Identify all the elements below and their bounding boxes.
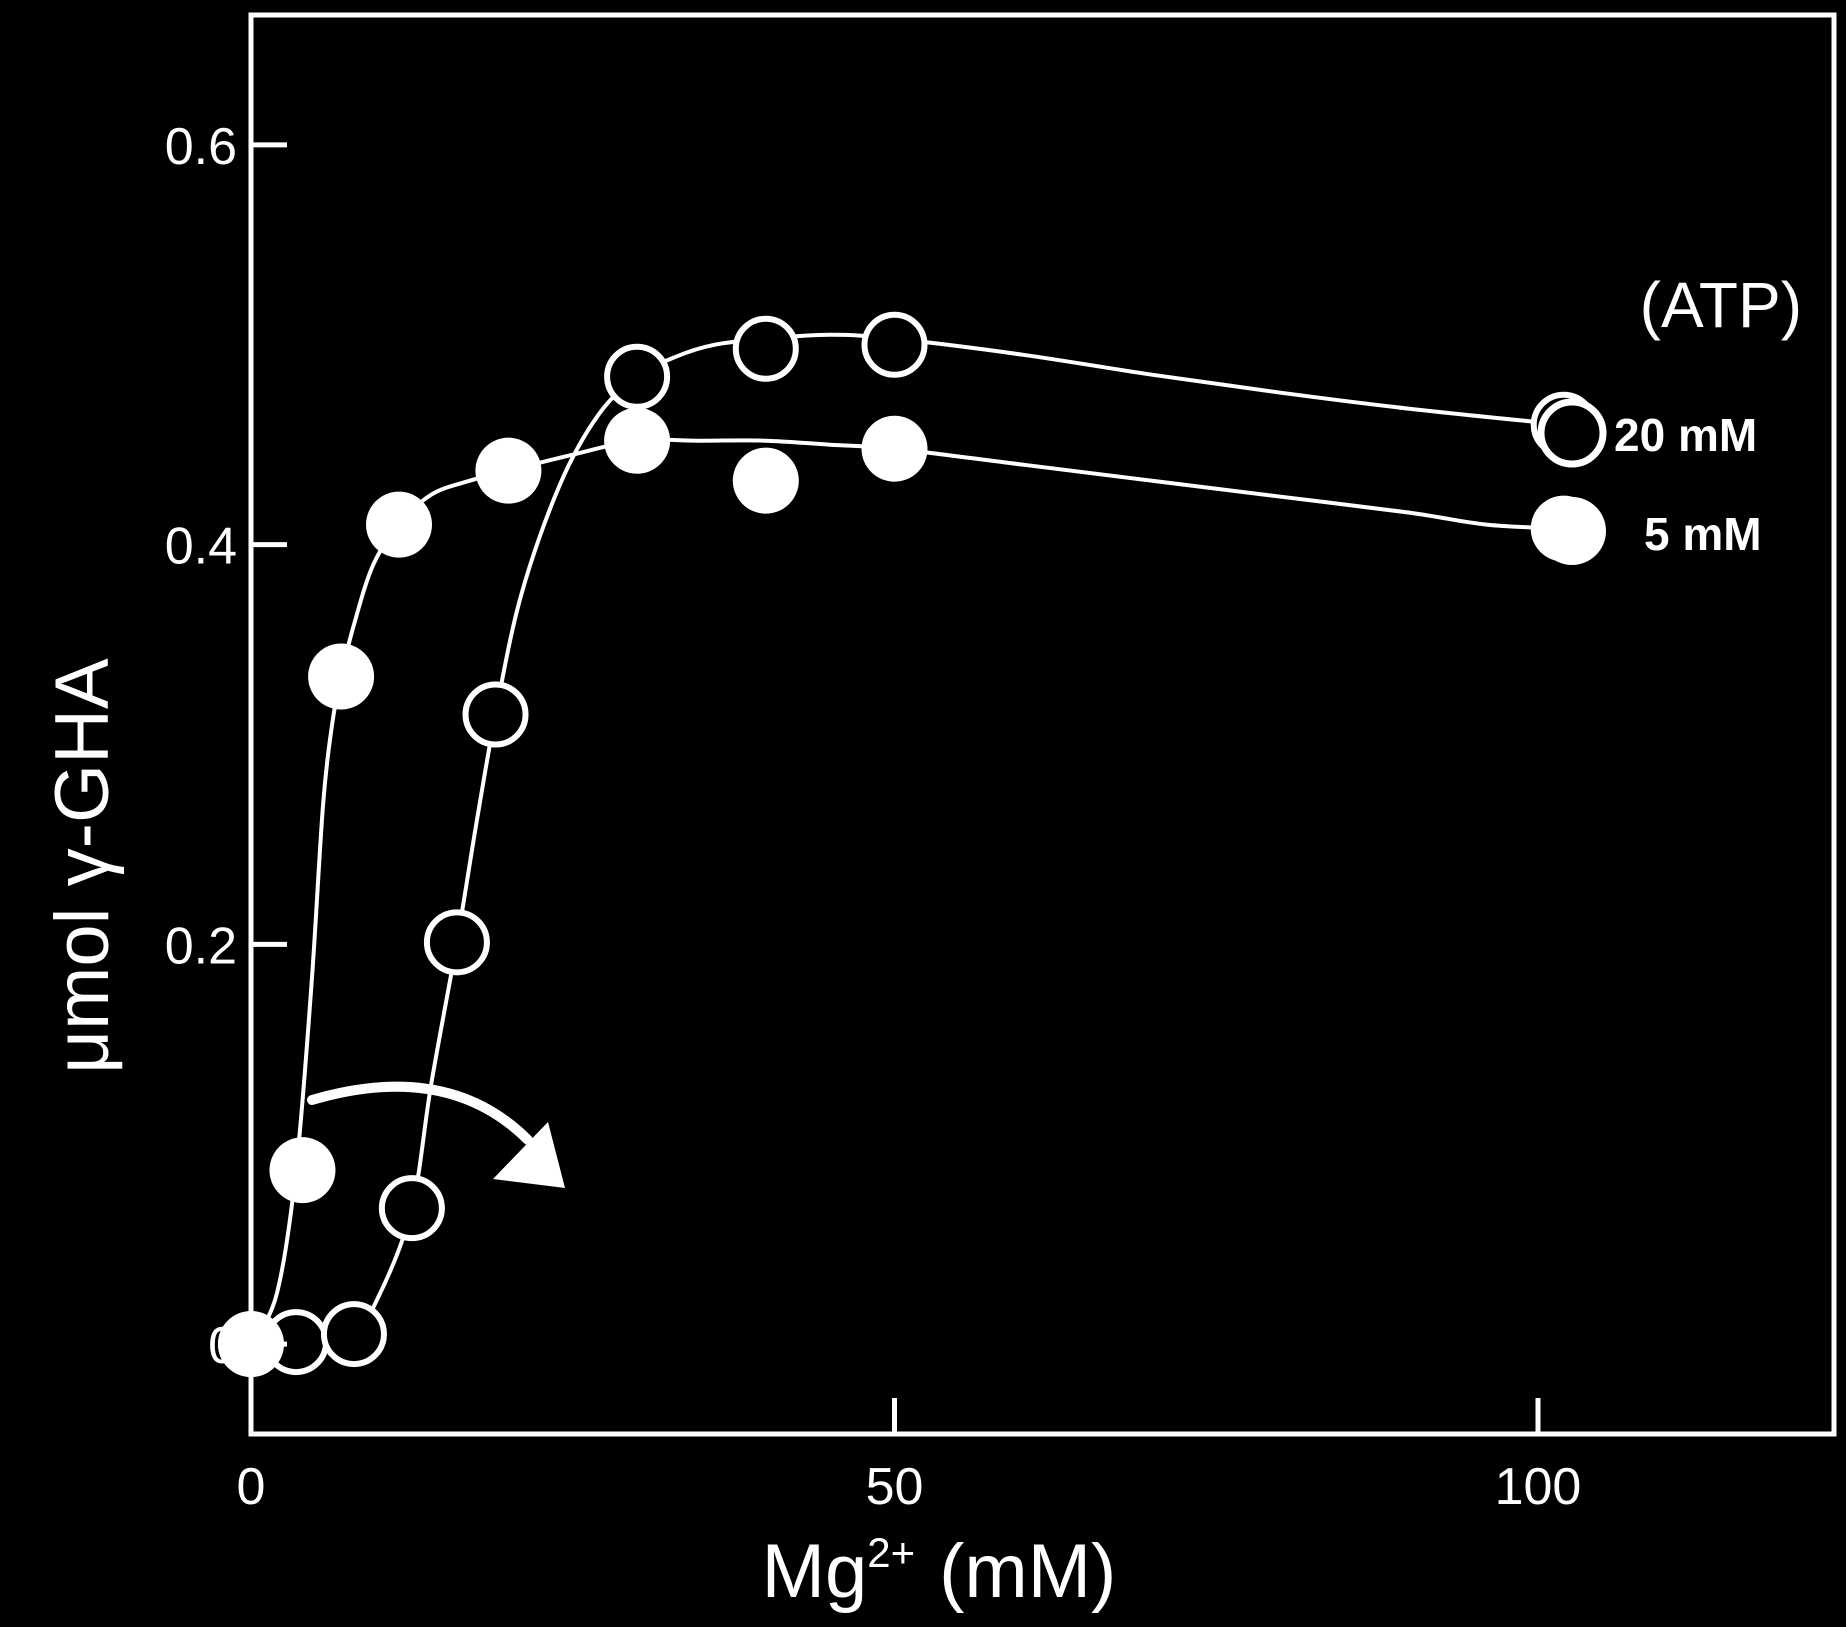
shift-arrow-head-icon — [493, 1122, 565, 1188]
x-axis-title-unit: (mM) — [939, 1529, 1116, 1614]
legend: (ATP) 20 mM 5 mM — [1537, 269, 1802, 565]
point-20mm — [423, 909, 490, 976]
axis-ticks: 0 0.2 0.4 0.6 0 50 100 — [165, 118, 1582, 1516]
point-5mm — [604, 407, 671, 474]
legend-title: (ATP) — [1640, 269, 1802, 341]
point-5mm — [861, 415, 928, 482]
y-tick-label: 0.4 — [165, 518, 237, 576]
legend-label-5mm: 5 mM — [1644, 508, 1762, 560]
plot-frame-layer — [248, 12, 1837, 1437]
x-axis-title-base: Mg — [762, 1529, 868, 1614]
point-20mm — [604, 343, 671, 410]
y-tick-label: 0 — [208, 1317, 237, 1375]
point-5mm — [308, 643, 375, 710]
point-20mm — [732, 315, 799, 382]
point-5mm — [366, 491, 433, 558]
point-20mm — [861, 311, 928, 378]
y-tick-label: 0.6 — [165, 118, 237, 176]
legend-label-20mm: 20 mM — [1614, 409, 1757, 461]
data-points — [218, 311, 1597, 1378]
point-20mm — [320, 1301, 387, 1368]
shift-arrow-shaft — [307, 1081, 533, 1145]
x-tick-label: 100 — [1495, 1458, 1582, 1516]
x-tick-label: 50 — [866, 1458, 924, 1516]
x-axis-title-superscript: 2+ — [867, 1529, 915, 1576]
annotation-layer — [307, 1081, 565, 1188]
y-tick-label: 0.2 — [165, 917, 237, 975]
plot-frame — [248, 12, 1837, 1437]
y-axis-title: μmol γ-GHA — [40, 658, 125, 1074]
x-axis-title: Mg2+ (mM) — [762, 1529, 1117, 1614]
legend-marker-20mm — [1537, 398, 1607, 468]
x-tick-label: 0 — [237, 1458, 266, 1516]
point-5mm — [475, 437, 542, 504]
point-5mm — [732, 447, 799, 514]
legend-marker-5mm — [1538, 497, 1606, 565]
point-5mm — [269, 1137, 336, 1204]
point-20mm — [462, 681, 529, 748]
curve-5mm — [249, 437, 1564, 1346]
point-20mm — [378, 1175, 445, 1242]
fitted-curves — [249, 332, 1564, 1347]
